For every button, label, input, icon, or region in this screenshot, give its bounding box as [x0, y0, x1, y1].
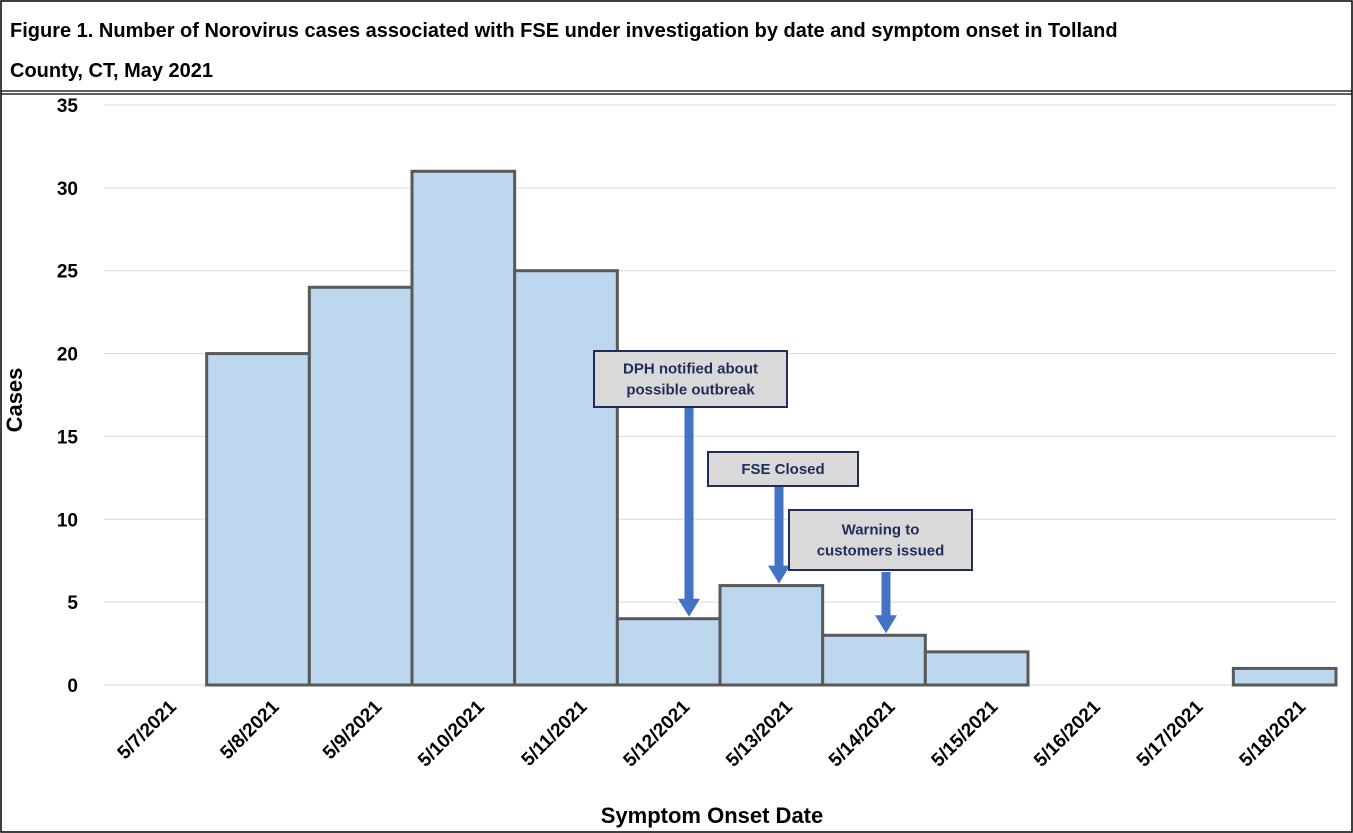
bar — [410, 169, 517, 687]
bar — [307, 285, 414, 687]
bar — [615, 617, 722, 687]
annotations: DPH notified about possible outbreak FSE C… — [593, 350, 973, 634]
annotation-arrow-head — [678, 598, 700, 617]
annotation-box — [788, 509, 973, 571]
bar — [923, 650, 1030, 687]
annotation-arrow-head — [875, 615, 897, 634]
annotation-text: customers issued — [817, 543, 945, 560]
x-tick-label: 5/13/2021 — [722, 696, 797, 771]
x-tick-label: 5/9/2021 — [319, 696, 386, 763]
bars — [205, 169, 1338, 687]
bar — [513, 269, 619, 687]
y-tick-label: 10 — [57, 510, 78, 531]
annotation-callout: FSE Closed — [707, 451, 859, 584]
x-tick-label: 5/10/2021 — [414, 696, 489, 771]
y-tick-label: 35 — [57, 96, 79, 117]
x-tick-label: 5/11/2021 — [518, 696, 592, 770]
x-tick-label: 5/7/2021 — [114, 696, 181, 763]
y-axis-title: Cases — [2, 368, 27, 433]
x-tick-label: 5/18/2021 — [1236, 696, 1311, 771]
y-tick-label: 15 — [57, 427, 79, 448]
bar — [821, 633, 927, 687]
x-axis-title: Symptom Onset Date — [601, 803, 824, 828]
annotation-text: FSE Closed — [741, 461, 824, 478]
annotation-callout: DPH notified about possible outbreak — [593, 350, 788, 617]
annotation-text: DPH notified about — [623, 361, 758, 378]
x-tick-label: 5/12/2021 — [620, 696, 695, 771]
annotation-box — [593, 350, 788, 408]
bar — [205, 352, 311, 687]
bar — [718, 584, 825, 687]
y-tick-label: 20 — [57, 345, 78, 366]
x-tick-label: 5/8/2021 — [216, 696, 283, 763]
x-tick-label: 5/16/2021 — [1030, 696, 1105, 771]
annotation-callout: Warning to customers issued — [788, 509, 973, 634]
x-tick-label: 5/15/2021 — [928, 696, 1003, 771]
chart-title-line1: Figure 1. Number of Norovirus cases asso… — [10, 20, 1118, 42]
y-tick-labels: 0 5 10 15 20 25 30 35 — [57, 96, 79, 697]
y-tick-label: 30 — [57, 179, 78, 200]
annotation-text: possible outbreak — [626, 382, 755, 399]
x-tick-label: 5/17/2021 — [1133, 696, 1208, 771]
y-tick-label: 25 — [57, 262, 79, 283]
x-tick-label: 5/14/2021 — [825, 696, 900, 771]
y-tick-label: 5 — [67, 593, 78, 614]
annotation-arrow-head — [768, 565, 790, 584]
annotation-text: Warning to — [842, 522, 920, 539]
annotation-box — [707, 451, 859, 487]
chart-title-line2: County, CT, May 2021 — [10, 60, 213, 82]
bar — [1231, 666, 1338, 687]
x-tick-labels: 5/7/2021 5/8/2021 5/9/2021 5/10/2021 5/11/20… — [114, 696, 1311, 771]
y-tick-label: 0 — [67, 676, 78, 697]
